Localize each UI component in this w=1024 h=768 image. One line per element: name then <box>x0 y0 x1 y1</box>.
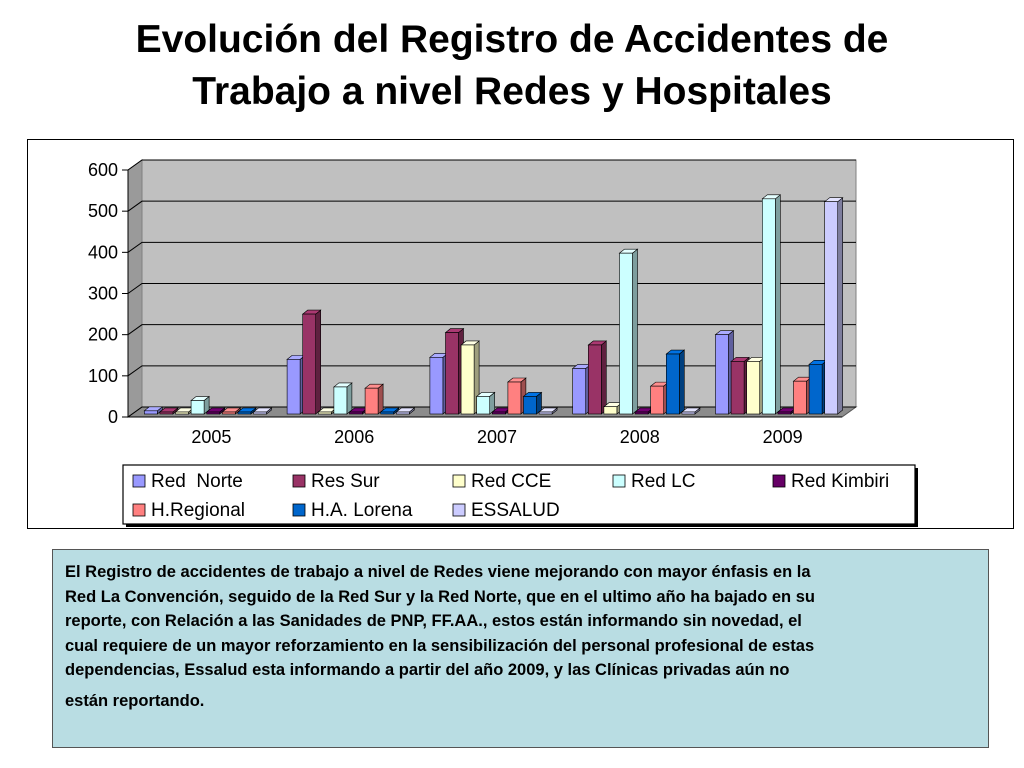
bar <box>715 334 729 415</box>
bar <box>237 411 252 415</box>
bar <box>761 198 776 415</box>
legend-label: H.Regional <box>151 500 245 521</box>
note-line-2: Red La Convención, seguido de la Red Sur… <box>65 587 815 606</box>
bar <box>793 380 807 415</box>
x-tick-label: 2007 <box>477 427 517 447</box>
legend-swatch <box>132 474 146 488</box>
legend-label: Red LC <box>631 471 695 492</box>
bar <box>206 411 220 415</box>
bar-side <box>837 197 844 415</box>
legend-swatch <box>132 503 146 517</box>
legend-swatch <box>612 474 626 488</box>
bar <box>144 410 158 415</box>
bar <box>523 396 537 415</box>
gridline <box>127 283 856 294</box>
bar <box>253 411 267 415</box>
bar <box>190 400 205 415</box>
bar <box>175 411 189 415</box>
bar <box>395 411 410 415</box>
y-tick-label: 100 <box>88 366 118 386</box>
y-tick-label: 300 <box>88 284 118 304</box>
bar <box>808 364 823 415</box>
bar <box>587 344 602 415</box>
slide-title-line-1: Evolución del Registro de Accidentes de <box>135 18 889 61</box>
bar-side <box>678 349 685 415</box>
gridline <box>127 159 856 171</box>
bar-side <box>377 383 384 415</box>
bar <box>429 357 444 415</box>
legend-swatch <box>452 503 466 517</box>
legend-label: Red Kimbiri <box>791 471 889 492</box>
legend-label: Red CCE <box>471 471 551 492</box>
bar <box>302 313 317 415</box>
bar <box>364 387 379 415</box>
note-line-4: cual requiere de un mayor reforzamiento … <box>65 636 815 655</box>
bar <box>222 411 236 415</box>
bar <box>380 411 395 415</box>
bar <box>650 385 665 415</box>
bar <box>681 411 696 415</box>
bar-side <box>632 248 638 415</box>
y-tick-label: 0 <box>108 407 118 427</box>
legend-swatch <box>452 474 466 488</box>
bar <box>460 344 475 415</box>
note-line-6: están reportando. <box>65 691 205 710</box>
bar <box>445 332 459 415</box>
bar <box>777 411 792 415</box>
x-tick-label: 2008 <box>620 427 660 447</box>
legend-label: Res Sur <box>311 471 380 492</box>
bar <box>159 411 174 415</box>
y-tick-label: 500 <box>88 201 118 221</box>
legend-swatch <box>292 474 306 488</box>
bar-side <box>315 309 322 415</box>
x-tick-label: 2006 <box>334 427 374 447</box>
bar-side <box>346 382 353 415</box>
bar-side <box>774 194 781 415</box>
bar <box>634 411 649 415</box>
bar <box>572 368 587 415</box>
note-box: El Registro de accidentes de trabajo a n… <box>52 549 989 748</box>
bar <box>603 406 618 415</box>
bar <box>746 361 761 415</box>
bar <box>507 381 522 415</box>
y-tick-label: 200 <box>88 325 118 345</box>
bar <box>333 386 348 415</box>
x-tick-label: 2005 <box>191 427 231 447</box>
y-tick-label: 600 <box>88 160 118 180</box>
bar <box>476 396 491 415</box>
bar <box>619 252 633 415</box>
bar <box>730 361 745 415</box>
bar <box>317 411 332 415</box>
bar <box>538 411 553 415</box>
bar <box>491 411 506 415</box>
legend-swatch <box>772 474 786 488</box>
gridline <box>127 365 856 377</box>
gridline <box>127 324 856 336</box>
x-tick-label: 2009 <box>763 427 803 447</box>
slide-title-line-2: Trabajo a nivel Redes y Hospitales <box>192 70 832 113</box>
legend-swatch <box>292 503 306 517</box>
legend-label: Red Norte <box>151 471 243 492</box>
bar <box>824 201 839 415</box>
note-line-3: reporte, con Relación a las Sanidades de… <box>65 612 802 630</box>
note-line-1: El Registro de accidentes de trabajo a n… <box>65 563 811 581</box>
bar-side <box>600 340 607 415</box>
legend-label: H.A. Lorena <box>311 500 413 521</box>
note-line-5: dependencias, Essalud esta informando a … <box>65 661 790 679</box>
bar <box>349 411 363 415</box>
gridline <box>127 200 856 212</box>
chart-frame: 0 100 200 300 400 500 600 2005 2006 2007 2008 2009 R… <box>27 139 1014 529</box>
slide-title: Evolución del Registro de Accidentes de … <box>0 14 1024 118</box>
y-tick-label: 400 <box>88 242 118 262</box>
bar <box>665 353 680 415</box>
bar <box>286 359 301 415</box>
bar-chart: 0 100 200 300 400 500 600 2005 2006 2007 2008 2009 R… <box>88 159 918 527</box>
legend-label: ESSALUD <box>471 500 560 521</box>
gridline <box>127 241 856 253</box>
